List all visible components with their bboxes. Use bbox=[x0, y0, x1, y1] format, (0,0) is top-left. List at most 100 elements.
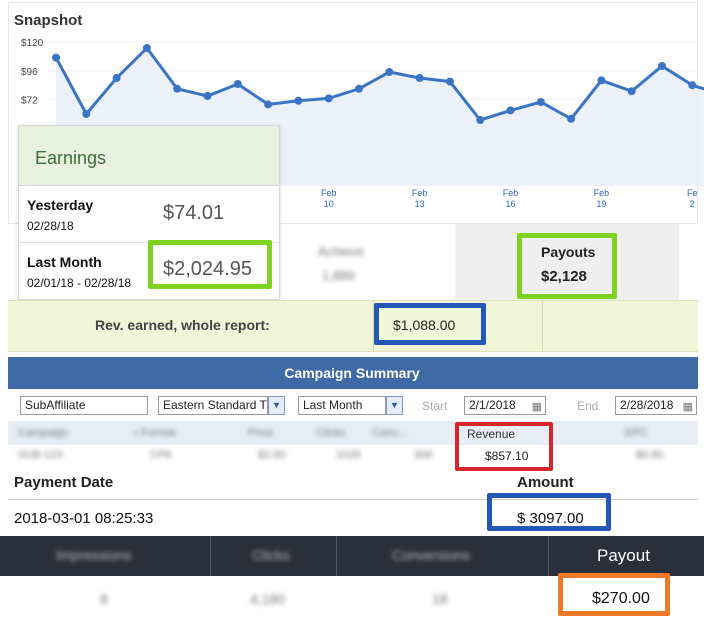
x-tick-month: Feb bbox=[412, 188, 428, 198]
blurred-column-header: Campaign bbox=[18, 427, 69, 439]
chart-point bbox=[385, 68, 394, 76]
x-tick-day: 13 bbox=[415, 199, 425, 209]
chart-point bbox=[82, 110, 91, 118]
chart-point bbox=[264, 100, 273, 109]
amount-highlight bbox=[487, 493, 611, 531]
blurred-column-header: Impressions bbox=[56, 547, 132, 563]
x-tick-day: 19 bbox=[596, 199, 606, 209]
chart-point bbox=[567, 114, 576, 123]
chart-point bbox=[506, 106, 515, 115]
calendar-icon[interactable]: ▦ bbox=[682, 401, 693, 413]
last-month-value: $2,024.95 bbox=[163, 258, 252, 280]
blurred-column-header: Clicks bbox=[316, 427, 346, 439]
blurred-cell: $2.80 bbox=[258, 449, 286, 461]
period-select[interactable]: Last Month bbox=[298, 396, 386, 415]
blurred-column-header: ▪ Format bbox=[134, 427, 176, 439]
calendar-icon[interactable]: ▦ bbox=[531, 401, 542, 413]
blurred-cell: 306 bbox=[414, 449, 433, 461]
chart-point bbox=[203, 92, 212, 100]
x-tick-month: Feb bbox=[594, 188, 610, 198]
blurred-column-header: EPC bbox=[625, 427, 648, 439]
yesterday-value: $74.01 bbox=[163, 202, 225, 224]
table-row bbox=[8, 445, 698, 467]
blurred-column-header: Conv... bbox=[372, 427, 407, 439]
revenue-value: $857.10 bbox=[485, 449, 529, 463]
rev-bar-divider bbox=[542, 300, 543, 352]
chart-point bbox=[173, 84, 182, 93]
blurred-cell: SUB-123 bbox=[18, 449, 63, 461]
revenue-column-header[interactable]: Revenue bbox=[467, 427, 516, 441]
chart-point bbox=[445, 77, 454, 86]
chart-y-ticks: $120 $96 $72 bbox=[21, 38, 44, 107]
chart-point bbox=[355, 84, 363, 93]
last-month-date: 02/01/18 - 02/28/18 bbox=[27, 276, 132, 290]
x-tick-day: 10 bbox=[324, 199, 334, 209]
chart-point bbox=[597, 76, 606, 85]
amount-header: Amount bbox=[517, 474, 574, 491]
payout-highlight bbox=[558, 573, 670, 616]
blurred-cell: $0.80 bbox=[636, 449, 664, 461]
chart-point bbox=[52, 53, 60, 62]
y-tick-label: $96 bbox=[21, 67, 38, 78]
header-divider bbox=[210, 536, 211, 576]
payment-date-header: Payment Date bbox=[14, 474, 114, 491]
chart-point bbox=[688, 81, 697, 90]
y-tick-label: $72 bbox=[21, 96, 38, 107]
chart-point bbox=[142, 44, 151, 52]
chart-point bbox=[627, 87, 636, 96]
campaign-summary-header bbox=[8, 357, 698, 389]
chart-point bbox=[233, 80, 242, 88]
payouts-highlight bbox=[517, 233, 617, 299]
amount-value: $ 3097.00 bbox=[517, 510, 584, 527]
earnings-header bbox=[19, 126, 279, 186]
rev-earned-label: Rev. earned, whole report: bbox=[95, 317, 270, 333]
chart-point bbox=[476, 116, 485, 124]
earnings-title: Earnings bbox=[35, 148, 107, 168]
blurred-column-header: Clicks bbox=[252, 547, 290, 563]
chart-point bbox=[112, 74, 121, 82]
last-month-highlight bbox=[148, 240, 272, 289]
payment-divider bbox=[8, 499, 698, 500]
subaffiliate-input[interactable]: SubAffiliate bbox=[20, 396, 148, 415]
start-label: Start bbox=[422, 399, 448, 413]
payouts-label: Payouts bbox=[541, 244, 596, 260]
blurred-cell: 4,180 bbox=[250, 591, 286, 607]
blurred-cell: 1028 bbox=[336, 449, 361, 461]
chevron-down-icon[interactable]: ▼ bbox=[386, 396, 403, 415]
timezone-select[interactable]: Eastern Standard T bbox=[158, 396, 268, 415]
last-month-label: Last Month bbox=[27, 254, 102, 270]
rev-earned-value: $1,088.00 bbox=[393, 317, 456, 333]
blurred-stat-value: 1,889 bbox=[322, 268, 355, 283]
start-date-value: 2/1/2018 bbox=[469, 398, 516, 412]
yesterday-label: Yesterday bbox=[27, 197, 94, 213]
blurred-cell: CPA bbox=[150, 449, 172, 461]
x-tick-month: Fe bbox=[687, 188, 698, 198]
column-header-row bbox=[8, 421, 698, 445]
end-date-input[interactable]: 2/28/2018 ▦ bbox=[615, 396, 697, 415]
end-date-value: 2/28/2018 bbox=[620, 398, 674, 412]
blurred-cell: 8 bbox=[100, 591, 108, 607]
header-divider bbox=[336, 536, 337, 576]
payout-value: $270.00 bbox=[592, 590, 650, 607]
snapshot-title: Snapshot bbox=[14, 12, 83, 29]
x-tick-month: Feb bbox=[321, 188, 337, 198]
rev-earned-bar bbox=[8, 300, 698, 352]
stats-header-bar bbox=[0, 536, 704, 576]
rev-earned-highlight bbox=[374, 303, 486, 345]
chart-point bbox=[294, 96, 303, 105]
blurred-stat-label: Achieve bbox=[318, 244, 365, 259]
payout-column-header: Payout bbox=[597, 546, 650, 565]
end-label: End bbox=[577, 399, 599, 413]
blurred-column-header: Price bbox=[248, 427, 274, 439]
x-tick-day: 16 bbox=[505, 199, 515, 209]
y-tick-label: $120 bbox=[21, 38, 44, 49]
x-tick-day: 2 bbox=[690, 199, 695, 209]
campaign-summary-title: Campaign Summary bbox=[284, 365, 420, 381]
x-tick-month: Feb bbox=[503, 188, 519, 198]
chevron-down-icon[interactable]: ▼ bbox=[268, 396, 285, 415]
payouts-value: $2,128 bbox=[541, 268, 587, 285]
start-date-input[interactable]: 2/1/2018 ▦ bbox=[464, 396, 546, 415]
rev-bar-divider bbox=[373, 300, 374, 352]
revenue-highlight bbox=[455, 422, 553, 471]
